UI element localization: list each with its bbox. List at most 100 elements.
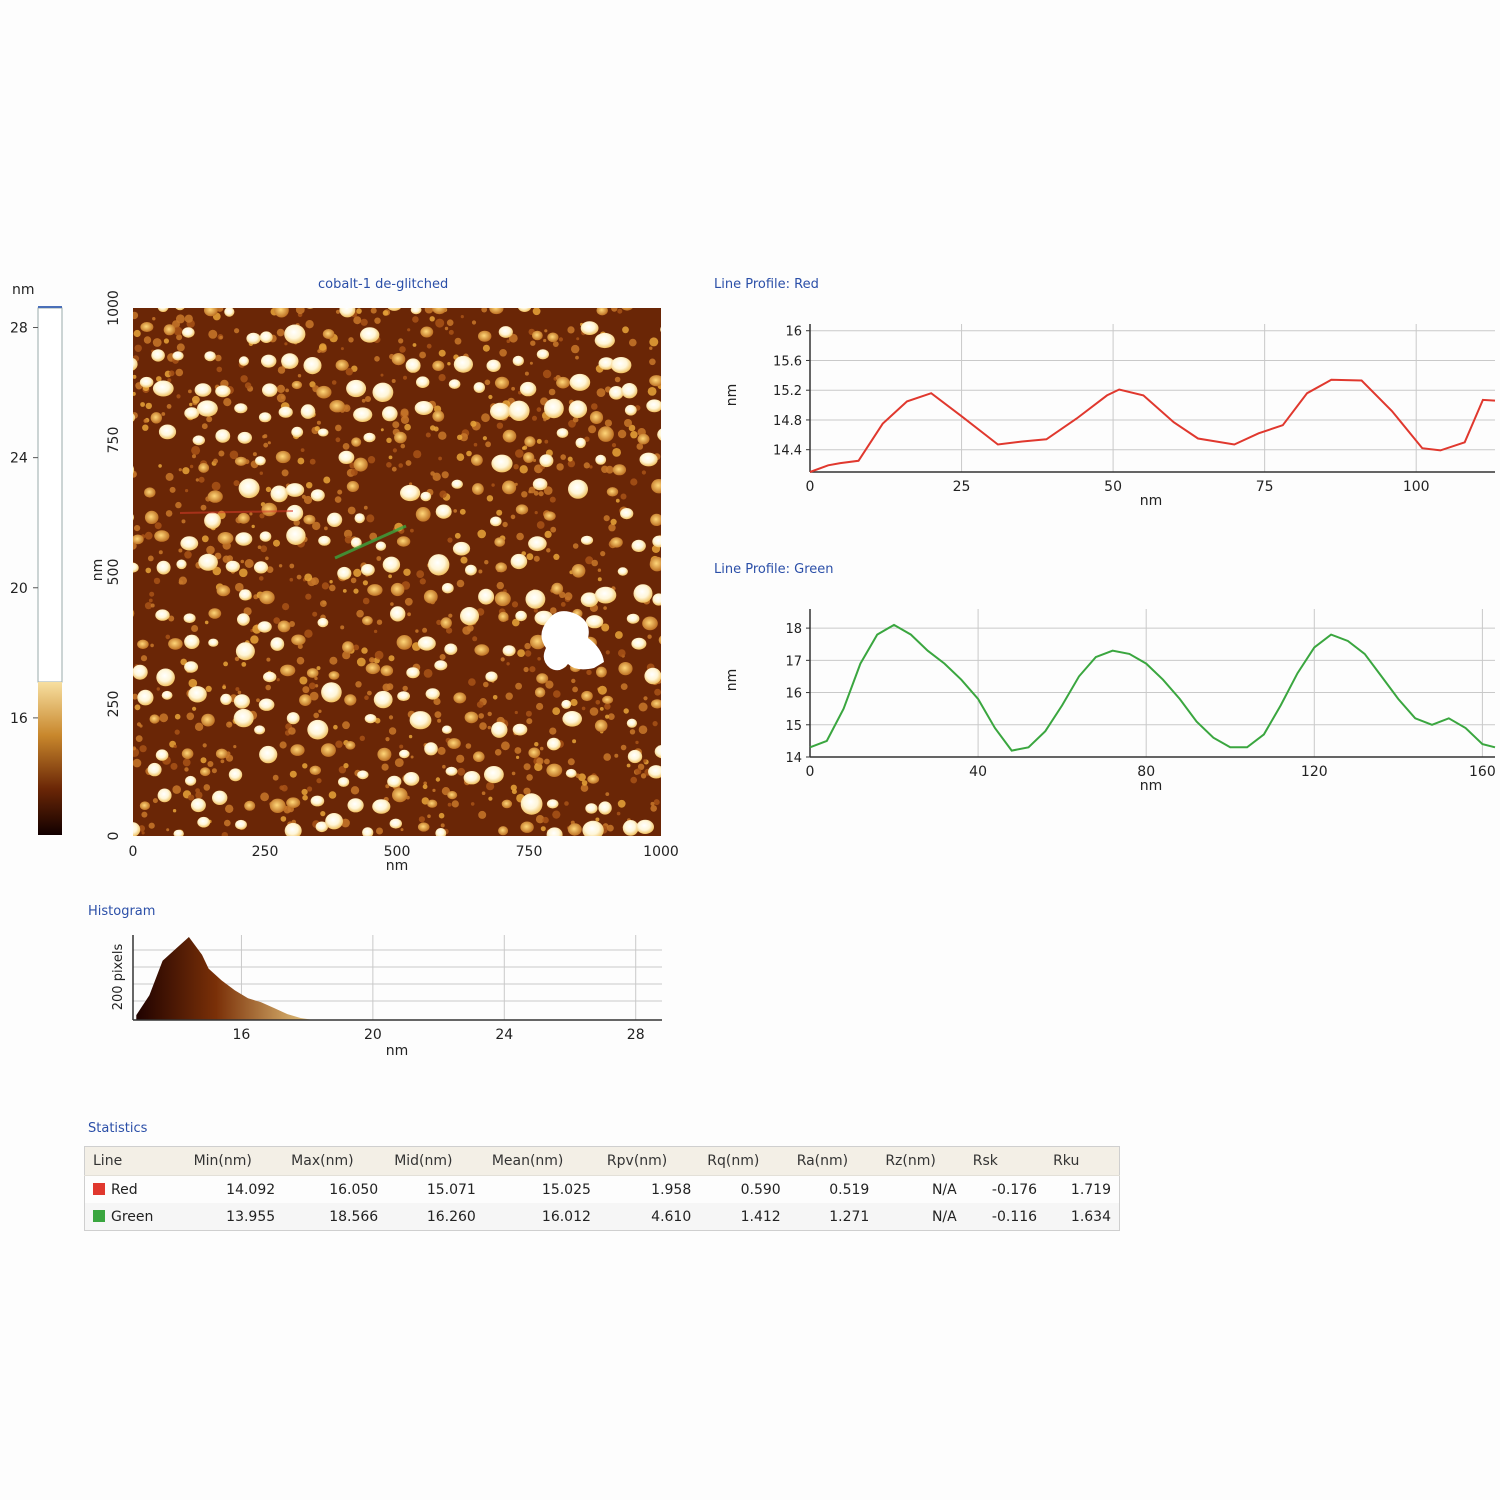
- surface-grain: [289, 563, 295, 569]
- surface-grain: [385, 737, 390, 742]
- surface-grain: [516, 755, 520, 759]
- surface-particle: [258, 412, 272, 423]
- surface-grain: [630, 431, 638, 439]
- surface-grain: [234, 656, 240, 662]
- surface-particle: [445, 766, 458, 776]
- surface-particle: [328, 671, 340, 680]
- surface-grain: [156, 376, 162, 382]
- surface-grain: [454, 337, 462, 345]
- surface-particle: [405, 358, 421, 373]
- histogram-chart: 16 20 24 28 nm 200 pixels: [111, 935, 662, 1059]
- surface-grain: [305, 593, 312, 600]
- surface-grain: [477, 529, 487, 539]
- statistics-row[interactable]: Green 13.955 18.566 16.260 16.012 4.610 1.412 1…: [84, 1203, 1120, 1231]
- surface-grain: [361, 398, 366, 403]
- surface-grain: [426, 343, 432, 349]
- surface-grain: [168, 615, 175, 622]
- surface-grain: [266, 657, 271, 662]
- surface-grain: [536, 407, 542, 412]
- surface-particle: [360, 327, 380, 343]
- image-xtick-label: 500: [384, 844, 411, 860]
- surface-grain: [211, 768, 217, 774]
- surface-particle: [320, 743, 336, 757]
- surface-grain: [536, 521, 545, 529]
- surface-particle: [621, 308, 633, 311]
- surface-particle: [651, 699, 661, 709]
- surface-particle: [519, 381, 537, 397]
- surface-grain: [576, 337, 580, 341]
- surface-grain: [213, 458, 218, 464]
- surface-grain: [340, 625, 345, 630]
- image-xtick-label: 0: [129, 844, 138, 860]
- profile-xtick-label: 50: [1104, 479, 1122, 495]
- surface-grain: [588, 425, 597, 434]
- surface-particle: [486, 359, 501, 372]
- surface-grain: [521, 551, 526, 556]
- profile-green-xlabel: nm: [1140, 778, 1163, 794]
- surface-grain: [320, 811, 326, 817]
- surface-grain: [300, 448, 305, 452]
- surface-particle: [325, 813, 343, 830]
- surface-particle: [658, 635, 661, 645]
- surface-grain: [438, 431, 447, 440]
- surface-grain: [145, 402, 152, 410]
- surface-grain: [133, 374, 137, 379]
- surface-particle: [382, 556, 401, 573]
- surface-grain: [584, 436, 590, 442]
- surface-grain: [575, 355, 579, 360]
- surface-grain: [329, 584, 336, 592]
- surface-grain: [172, 785, 181, 794]
- surface-grain: [550, 607, 557, 614]
- surface-particle: [194, 383, 212, 397]
- surface-grain: [410, 528, 414, 533]
- afm-height-map[interactable]: 0 250 500 750 1000 0 250 500 750 1000 nm nm: [80, 280, 700, 880]
- surface-grain: [410, 755, 414, 759]
- surface-particle: [679, 715, 693, 727]
- surface-grain: [643, 696, 648, 701]
- surface-grain: [189, 464, 194, 469]
- surface-particle: [347, 798, 364, 813]
- surface-grain: [394, 758, 404, 767]
- surface-grain: [145, 567, 152, 574]
- surface-particle: [518, 308, 532, 312]
- surface-grain: [453, 509, 458, 513]
- surface-grain: [564, 592, 573, 601]
- colorbar-tick-label: 16: [10, 711, 28, 727]
- surface-particle: [353, 457, 368, 472]
- surface-grain: [589, 707, 599, 716]
- surface-grain: [492, 695, 498, 700]
- surface-particle: [495, 562, 508, 573]
- surface-particle: [631, 637, 647, 650]
- surface-grain: [572, 416, 579, 423]
- surface-grain: [499, 349, 507, 357]
- surface-grain: [479, 722, 487, 730]
- surface-particle: [327, 512, 343, 527]
- statistics-row[interactable]: Red 14.092 16.050 15.071 15.025 1.958 0.590 0.5…: [85, 1176, 1120, 1204]
- surface-particle: [285, 483, 305, 497]
- surface-grain: [152, 317, 156, 321]
- surface-particle: [184, 634, 200, 649]
- surface-particle: [155, 749, 169, 761]
- surface-particle: [406, 667, 420, 679]
- surface-particle: [525, 589, 546, 609]
- surface-grain: [323, 476, 331, 484]
- surface-grain: [636, 443, 644, 450]
- surface-grain: [422, 627, 428, 633]
- surface-grain: [347, 506, 356, 515]
- surface-grain: [481, 413, 490, 423]
- surface-grain: [536, 438, 542, 444]
- surface-grain: [276, 678, 280, 682]
- surface-particle: [316, 385, 332, 399]
- colorbar: 28 24 20 16: [10, 306, 63, 835]
- surface-particle: [168, 638, 183, 650]
- surface-particle: [212, 790, 228, 805]
- surface-particle: [649, 375, 661, 387]
- surface-particle: [237, 431, 252, 444]
- surface-grain: [607, 713, 615, 720]
- surface-grain: [528, 486, 536, 494]
- surface-grain: [233, 480, 240, 487]
- surface-grain: [626, 763, 631, 768]
- image-xtick-label: 250: [252, 844, 279, 860]
- surface-grain: [328, 791, 337, 799]
- surface-grain: [647, 634, 652, 639]
